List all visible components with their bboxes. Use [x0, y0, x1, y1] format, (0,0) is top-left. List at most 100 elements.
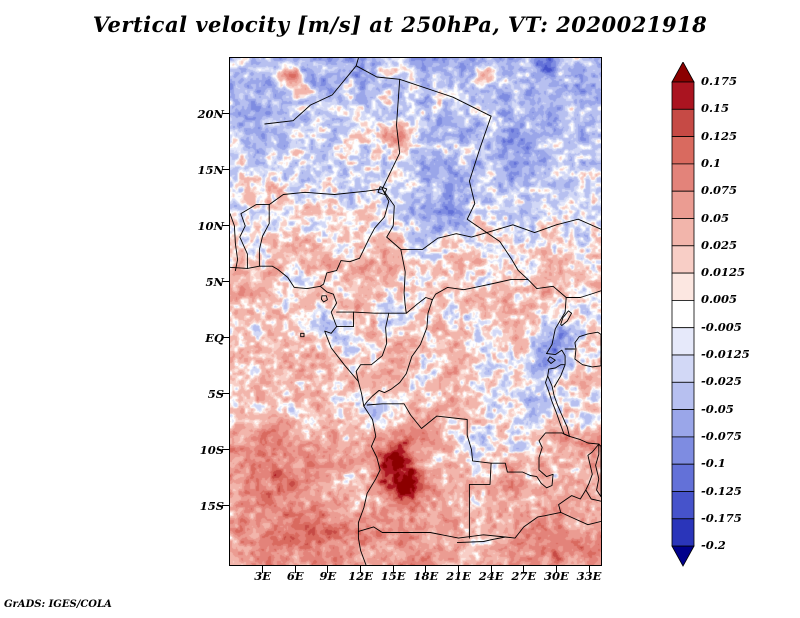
country-border	[561, 432, 600, 445]
country-border	[565, 290, 601, 298]
x-axis-tick-label: 27E	[511, 569, 537, 583]
country-border	[553, 364, 566, 388]
colorbar-segment	[671, 81, 695, 110]
y-tick-mark	[222, 505, 229, 507]
colorbar-segment	[671, 272, 695, 301]
colorbar-tick-label: -0.005	[701, 319, 742, 334]
colorbar-tick-label: -0.125	[701, 483, 742, 498]
colorbar-tick-label: -0.1	[701, 456, 726, 471]
colorbar-top-arrow	[671, 62, 695, 83]
colorbar-segment	[671, 491, 695, 520]
country-border	[300, 332, 305, 338]
country-border	[336, 311, 407, 314]
colorbar-tick-label: -0.175	[701, 510, 742, 525]
y-axis-tick-label: 20N	[197, 106, 224, 121]
country-border	[486, 218, 601, 234]
country-border	[264, 58, 359, 125]
country-border	[366, 403, 492, 539]
country-border	[405, 297, 433, 314]
colorbar-tick-label: -0.075	[701, 428, 742, 443]
country-border	[456, 536, 506, 544]
country-border	[558, 489, 587, 513]
x-axis-tick-label: 3E	[254, 569, 272, 583]
colorbar-tick-label: -0.025	[701, 374, 742, 389]
colorbar-tick-label: 0.025	[701, 237, 738, 252]
x-tick-mark	[457, 566, 459, 573]
x-axis-tick-label: 12E	[348, 569, 373, 583]
x-axis-tick-label: 18E	[413, 569, 439, 583]
country-border	[400, 248, 407, 314]
colorbar-bottom-arrow	[671, 545, 695, 567]
x-axis-tick-label: 6E	[286, 569, 304, 583]
x-axis-tick-label: 24E	[478, 569, 504, 583]
colorbar-segment	[671, 463, 695, 492]
x-axis-tick-label: 33E	[576, 569, 602, 583]
lake-outline	[377, 186, 388, 195]
x-tick-mark	[360, 566, 362, 573]
country-border	[320, 295, 328, 303]
country-border	[381, 78, 401, 190]
colorbar-segment	[671, 354, 695, 383]
colorbar-segment	[671, 163, 695, 192]
x-axis-tick-label: 21E	[446, 569, 471, 583]
country-border	[336, 311, 354, 328]
country-border	[466, 115, 492, 234]
x-axis-tick-label: 15E	[380, 569, 406, 583]
country-border	[258, 204, 270, 267]
colorbar-segment	[671, 108, 695, 137]
y-axis-tick-label: EQ	[205, 330, 224, 345]
country-border	[230, 213, 239, 272]
lake-outline	[595, 443, 601, 498]
colorbar-tick-label: -0.0125	[701, 347, 750, 361]
country-border	[431, 279, 529, 301]
lake-outline	[547, 356, 556, 364]
x-tick-mark	[294, 566, 296, 573]
country-border	[355, 312, 390, 382]
y-tick-mark	[222, 337, 229, 339]
country-border	[357, 526, 506, 539]
colorbar-segment	[671, 381, 695, 410]
colorbar-segment	[671, 190, 695, 219]
map-borders-overlay	[230, 58, 601, 565]
colorbar-tick-label: 0.15	[701, 101, 730, 116]
country-border	[585, 443, 601, 502]
colorbar-segment	[671, 436, 695, 465]
lake-outline	[545, 375, 570, 437]
country-border	[239, 204, 270, 269]
y-tick-mark	[222, 449, 229, 451]
x-tick-mark	[588, 566, 590, 573]
country-border	[355, 65, 492, 117]
y-axis-tick-label: 15S	[199, 498, 224, 513]
country-border	[490, 432, 563, 489]
y-axis-tick-label: 5N	[205, 274, 224, 289]
colorbar-tick-label: 0.175	[701, 74, 738, 88]
country-border	[381, 188, 488, 250]
colorbar-tick-label: -0.2	[701, 538, 726, 553]
country-border	[363, 299, 433, 407]
country-border	[486, 232, 567, 354]
y-axis-tick-label: 10N	[197, 218, 224, 233]
colorbar-tick-label: 0.05	[701, 210, 730, 225]
x-tick-mark	[262, 566, 264, 573]
colorbar-tick-label: 0.125	[701, 128, 738, 143]
country-border	[268, 188, 383, 206]
x-tick-mark	[392, 566, 394, 573]
country-border	[319, 188, 390, 287]
colorbar-segment	[671, 518, 695, 547]
x-tick-mark	[523, 566, 525, 573]
lake-outline	[560, 310, 573, 326]
colorbar	[671, 62, 695, 567]
x-tick-mark	[555, 566, 557, 573]
y-axis-tick-label: 15N	[197, 162, 224, 177]
x-tick-mark	[490, 566, 492, 573]
colorbar-tick-label: 0.005	[701, 292, 738, 307]
plot-title: Vertical velocity [m/s] at 250hPa, VT: 2…	[92, 12, 708, 37]
colorbar-segment	[671, 327, 695, 356]
y-tick-mark	[222, 113, 229, 115]
colorbar-segment	[671, 409, 695, 438]
colorbar-segment	[671, 218, 695, 247]
y-tick-mark	[222, 169, 229, 171]
country-border	[504, 511, 601, 539]
x-tick-mark	[425, 566, 427, 573]
